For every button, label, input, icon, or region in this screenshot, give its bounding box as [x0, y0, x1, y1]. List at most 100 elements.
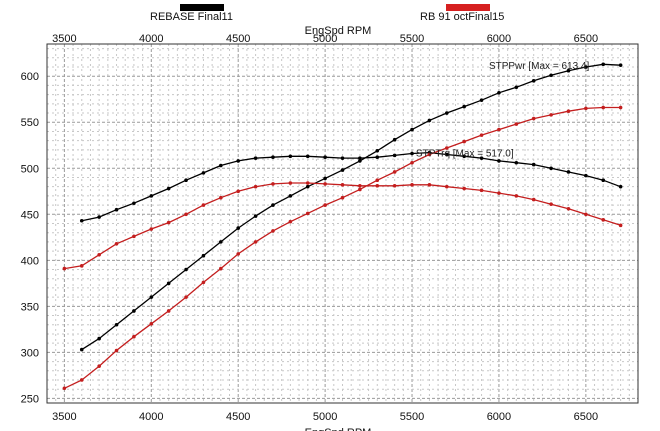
data-point-rebase-power: [375, 148, 380, 153]
data-point-rebase-torque: [323, 155, 327, 160]
data-point-rebase-torque: [531, 162, 536, 167]
y-tick-label: 400: [21, 255, 39, 267]
x-axis-label-top: EngSpd RPM: [305, 25, 372, 37]
data-point-rb91-power: [166, 309, 171, 313]
data-point-rb91-power: [288, 219, 293, 224]
data-point-rebase-power: [184, 267, 188, 272]
data-point-rb91-torque: [462, 186, 466, 191]
data-point-rebase-torque: [584, 173, 588, 178]
x-tick-label-bottom: 6000: [487, 411, 511, 423]
data-point-rb91-torque: [305, 181, 310, 185]
data-point-rb91-torque: [375, 183, 380, 188]
data-point-rebase-power: [288, 194, 293, 198]
data-point-rebase-power: [531, 79, 536, 83]
data-point-rebase-torque: [514, 160, 519, 165]
data-point-rb91-torque: [236, 189, 241, 194]
data-point-rebase-power: [114, 322, 119, 327]
x-axis-label-bottom: EngSpd RPM: [305, 427, 372, 431]
legend: REBASE Final11 RB 91 octFinal15: [150, 4, 504, 23]
data-point-rb91-torque: [514, 194, 519, 198]
data-point-rebase-power: [149, 295, 154, 299]
data-point-rb91-power: [444, 146, 449, 150]
data-point-rb91-torque: [566, 206, 571, 211]
data-point-rebase-torque: [149, 194, 154, 198]
data-point-rebase-power: [79, 347, 84, 352]
data-point-rebase-power: [305, 184, 310, 189]
data-point-rb91-torque: [549, 202, 553, 206]
data-point-rebase-torque: [601, 178, 606, 183]
data-point-rb91-power: [62, 386, 67, 391]
data-point-rebase-torque: [271, 155, 275, 160]
data-point-rb91-power: [497, 127, 501, 132]
data-point-rebase-torque: [566, 170, 571, 174]
x-tick-label-bottom: 3500: [52, 411, 76, 423]
data-point-rb91-torque: [288, 181, 293, 185]
data-point-rebase-torque: [444, 152, 449, 157]
x-tick-label-top: 6500: [574, 33, 598, 45]
data-point-rb91-torque: [62, 266, 67, 271]
data-point-rebase-torque: [549, 166, 553, 171]
data-point-rebase-torque: [497, 159, 501, 163]
data-point-rb91-torque: [166, 220, 171, 225]
data-point-rb91-torque: [323, 182, 327, 186]
data-point-rb91-power: [427, 152, 432, 157]
data-point-rb91-torque: [201, 203, 206, 207]
data-point-rebase-power: [479, 98, 484, 102]
data-point-rb91-power: [323, 203, 327, 207]
data-point-rebase-power: [584, 65, 588, 69]
data-point-rebase-torque: [392, 153, 397, 158]
x-tick-label-bottom: 4500: [226, 411, 250, 423]
data-point-rb91-power: [114, 348, 119, 353]
data-point-rb91-torque: [340, 183, 345, 187]
data-point-rebase-torque: [97, 215, 101, 219]
data-point-rb91-power: [514, 122, 519, 126]
data-point-rb91-torque: [219, 195, 223, 200]
series-line-rebase-power: [81, 63, 621, 351]
data-point-rebase-torque: [288, 154, 293, 159]
data-point-rebase-power: [462, 104, 466, 109]
data-point-rb91-power: [566, 109, 571, 113]
data-point-rebase-power: [358, 159, 362, 163]
data-point-rb91-torque: [358, 183, 362, 188]
y-tick-label: 600: [21, 71, 39, 83]
x-tick-label-top: 6000: [487, 33, 511, 45]
data-point-rebase-power: [427, 118, 432, 123]
data-point-rebase-torque: [166, 186, 171, 191]
data-point-rebase-power: [236, 226, 241, 230]
data-point-rebase-power: [549, 73, 553, 78]
data-point-rb91-power: [236, 252, 241, 256]
data-point-rebase-power: [132, 309, 136, 313]
data-point-rb91-power: [618, 105, 623, 110]
data-point-rb91-torque: [79, 264, 84, 268]
data-point-rebase-torque: [201, 171, 206, 175]
data-point-rebase-torque: [410, 151, 414, 156]
data-point-rebase-torque: [618, 184, 623, 189]
data-point-rebase-power: [253, 214, 258, 218]
data-point-rebase-power: [618, 63, 623, 67]
data-point-rebase-power: [219, 240, 223, 244]
x-tick-label-bottom: 4000: [139, 411, 163, 423]
data-point-rb91-power: [132, 334, 136, 339]
data-point-rebase-torque: [462, 154, 466, 159]
data-point-rebase-torque: [219, 163, 223, 168]
series-line-rebase-torque: [81, 151, 621, 222]
data-point-rebase-power: [323, 176, 327, 181]
data-point-rb91-power: [79, 378, 84, 382]
y-tick-label: 500: [21, 163, 39, 175]
data-point-rb91-torque: [531, 197, 536, 202]
data-point-rebase-power: [340, 168, 345, 172]
data-point-rb91-power: [392, 170, 397, 174]
data-point-rebase-torque: [236, 159, 241, 163]
data-point-rb91-torque: [497, 191, 501, 195]
data-point-rebase-torque: [114, 207, 119, 212]
annotation-label: STPTrq [Max = 517.0]: [416, 149, 514, 160]
data-point-rb91-power: [584, 106, 588, 111]
data-point-rebase-power: [444, 111, 449, 115]
y-tick-label: 450: [21, 209, 39, 221]
x-tick-label-top: 4000: [139, 33, 163, 45]
x-tick-label-top: 3500: [52, 33, 76, 45]
data-point-rebase-torque: [479, 156, 484, 160]
data-point-rebase-power: [566, 68, 571, 73]
x-tick-label-top: 4500: [226, 33, 250, 45]
data-point-rb91-power: [601, 105, 606, 110]
